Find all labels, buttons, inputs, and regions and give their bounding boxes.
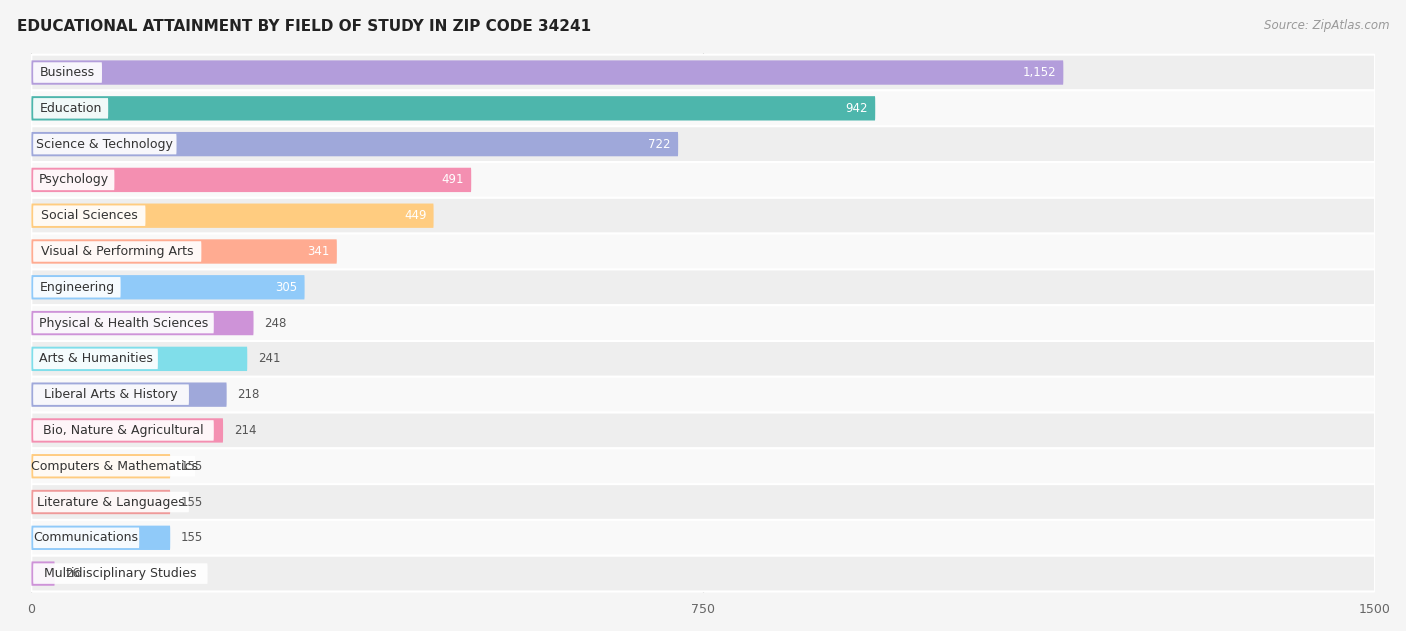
FancyBboxPatch shape: [34, 62, 103, 83]
FancyBboxPatch shape: [31, 526, 170, 550]
FancyBboxPatch shape: [31, 449, 1375, 484]
FancyBboxPatch shape: [31, 377, 1375, 413]
FancyBboxPatch shape: [31, 162, 1375, 198]
FancyBboxPatch shape: [34, 277, 121, 298]
Text: 248: 248: [264, 317, 287, 329]
FancyBboxPatch shape: [31, 305, 1375, 341]
FancyBboxPatch shape: [31, 556, 1375, 591]
Text: 218: 218: [238, 388, 260, 401]
Text: 155: 155: [181, 495, 204, 509]
Text: 722: 722: [648, 138, 671, 151]
FancyBboxPatch shape: [34, 456, 195, 476]
Text: 214: 214: [233, 424, 256, 437]
FancyBboxPatch shape: [34, 528, 139, 548]
FancyBboxPatch shape: [31, 346, 247, 371]
FancyBboxPatch shape: [31, 90, 1375, 126]
Text: Business: Business: [39, 66, 96, 79]
Text: 449: 449: [404, 209, 426, 222]
FancyBboxPatch shape: [31, 198, 1375, 233]
Text: 491: 491: [441, 174, 464, 186]
FancyBboxPatch shape: [34, 420, 214, 440]
FancyBboxPatch shape: [34, 563, 208, 584]
Text: Visual & Performing Arts: Visual & Performing Arts: [41, 245, 194, 258]
FancyBboxPatch shape: [31, 233, 1375, 269]
FancyBboxPatch shape: [34, 206, 145, 226]
Text: Psychology: Psychology: [39, 174, 108, 186]
FancyBboxPatch shape: [31, 168, 471, 192]
FancyBboxPatch shape: [31, 484, 1375, 520]
FancyBboxPatch shape: [34, 170, 114, 190]
FancyBboxPatch shape: [31, 269, 1375, 305]
FancyBboxPatch shape: [34, 313, 214, 333]
FancyBboxPatch shape: [31, 311, 253, 335]
Text: Social Sciences: Social Sciences: [41, 209, 138, 222]
Text: Education: Education: [39, 102, 101, 115]
FancyBboxPatch shape: [31, 126, 1375, 162]
Text: Arts & Humanities: Arts & Humanities: [38, 352, 152, 365]
FancyBboxPatch shape: [34, 134, 177, 155]
FancyBboxPatch shape: [31, 275, 305, 300]
FancyBboxPatch shape: [31, 341, 1375, 377]
Text: Physical & Health Sciences: Physical & Health Sciences: [39, 317, 208, 329]
FancyBboxPatch shape: [34, 384, 188, 405]
Text: 341: 341: [308, 245, 329, 258]
Text: Computers & Mathematics: Computers & Mathematics: [31, 460, 198, 473]
FancyBboxPatch shape: [34, 492, 188, 512]
FancyBboxPatch shape: [31, 96, 875, 121]
FancyBboxPatch shape: [31, 520, 1375, 556]
FancyBboxPatch shape: [31, 490, 170, 514]
FancyBboxPatch shape: [31, 132, 678, 156]
Text: 241: 241: [259, 352, 281, 365]
FancyBboxPatch shape: [31, 61, 1063, 85]
FancyBboxPatch shape: [34, 98, 108, 119]
FancyBboxPatch shape: [31, 55, 1375, 90]
FancyBboxPatch shape: [31, 562, 55, 586]
Text: 26: 26: [66, 567, 80, 580]
FancyBboxPatch shape: [31, 239, 337, 264]
Text: Literature & Languages: Literature & Languages: [37, 495, 184, 509]
FancyBboxPatch shape: [31, 382, 226, 407]
Text: Bio, Nature & Agricultural: Bio, Nature & Agricultural: [44, 424, 204, 437]
FancyBboxPatch shape: [34, 241, 201, 262]
Text: Liberal Arts & History: Liberal Arts & History: [44, 388, 177, 401]
FancyBboxPatch shape: [31, 454, 170, 478]
FancyBboxPatch shape: [31, 413, 1375, 449]
Text: Science & Technology: Science & Technology: [37, 138, 173, 151]
Text: 155: 155: [181, 460, 204, 473]
Text: EDUCATIONAL ATTAINMENT BY FIELD OF STUDY IN ZIP CODE 34241: EDUCATIONAL ATTAINMENT BY FIELD OF STUDY…: [17, 19, 591, 34]
Text: Multidisciplinary Studies: Multidisciplinary Studies: [44, 567, 197, 580]
Text: 1,152: 1,152: [1022, 66, 1056, 79]
Text: 305: 305: [276, 281, 298, 294]
Text: Communications: Communications: [34, 531, 139, 545]
Text: Source: ZipAtlas.com: Source: ZipAtlas.com: [1264, 19, 1389, 32]
FancyBboxPatch shape: [31, 204, 433, 228]
Text: 155: 155: [181, 531, 204, 545]
FancyBboxPatch shape: [34, 348, 157, 369]
Text: Engineering: Engineering: [39, 281, 114, 294]
FancyBboxPatch shape: [31, 418, 224, 442]
Text: 942: 942: [845, 102, 868, 115]
